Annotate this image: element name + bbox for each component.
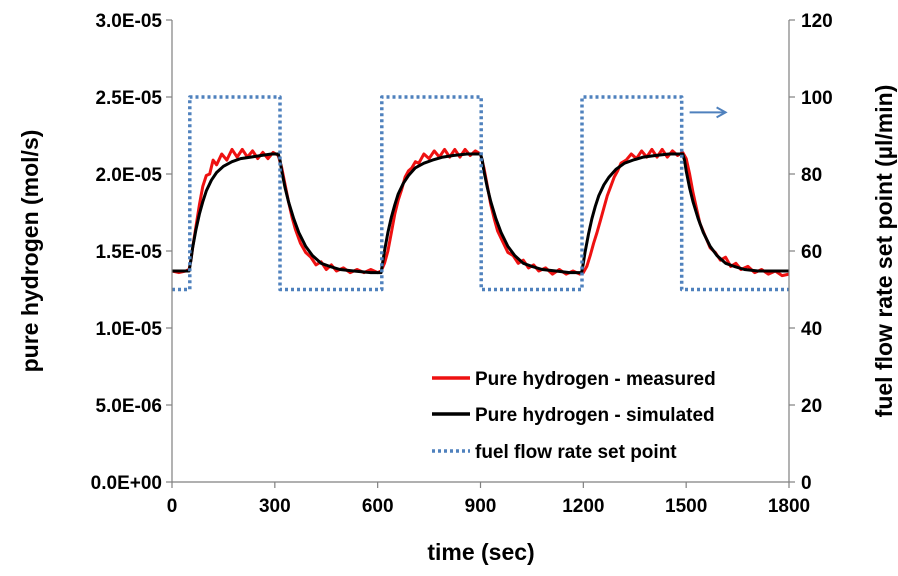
x-axis-title: time (sec)	[427, 539, 534, 565]
y-right-tick-label: 120	[801, 11, 833, 32]
legend-label-measured: Pure hydrogen - measured	[475, 369, 716, 390]
x-tick-label: 0	[167, 496, 178, 517]
y-left-tick-label: 5.0E-06	[95, 396, 162, 417]
x-tick-label: 900	[465, 496, 497, 517]
series-setpoint-line	[172, 95, 789, 292]
right-axis-arrow-head	[716, 106, 728, 119]
y-axis-right-title: fuel flow rate set point (µl/min)	[871, 85, 897, 418]
x-tick-label: 300	[259, 496, 291, 517]
y-right-tick-label: 60	[801, 242, 822, 263]
x-tick-label: 1500	[665, 496, 707, 517]
y-left-tick-label: 2.0E-05	[95, 165, 162, 186]
y-left-tick-label: 3.0E-05	[95, 11, 162, 32]
x-tick-label: 1800	[768, 496, 810, 517]
y-left-tick-label: 1.5E-05	[95, 242, 162, 263]
axes	[166, 19, 795, 488]
y-right-tick-label: 40	[801, 319, 822, 340]
plot-series	[171, 95, 790, 292]
y-right-tick-label: 80	[801, 165, 822, 186]
legend-label-setpoint: fuel flow rate set point	[475, 442, 677, 463]
annotation-layer	[689, 106, 728, 119]
legend-label-simulated: Pure hydrogen - simulated	[475, 405, 715, 426]
y-right-tick-label: 0	[801, 473, 812, 494]
y-left-tick-label: 1.0E-05	[95, 319, 162, 340]
y-left-tick-label: 2.5E-05	[95, 88, 162, 109]
y-right-tick-label: 20	[801, 396, 822, 417]
legend: Pure hydrogen - measured Pure hydrogen -…	[432, 369, 716, 463]
tick-labels: 0 300 600 900 1200 1500 18000.0E+005.0E-061.0E…	[91, 11, 833, 517]
x-tick-label: 600	[362, 496, 394, 517]
series-simulated-line	[172, 152, 789, 275]
y-left-tick-label: 0.0E+00	[91, 473, 162, 494]
y-right-tick-label: 100	[801, 88, 833, 109]
y-axis-left-title: pure hydrogen (mol/s)	[17, 130, 43, 373]
x-tick-label: 1200	[562, 496, 604, 517]
